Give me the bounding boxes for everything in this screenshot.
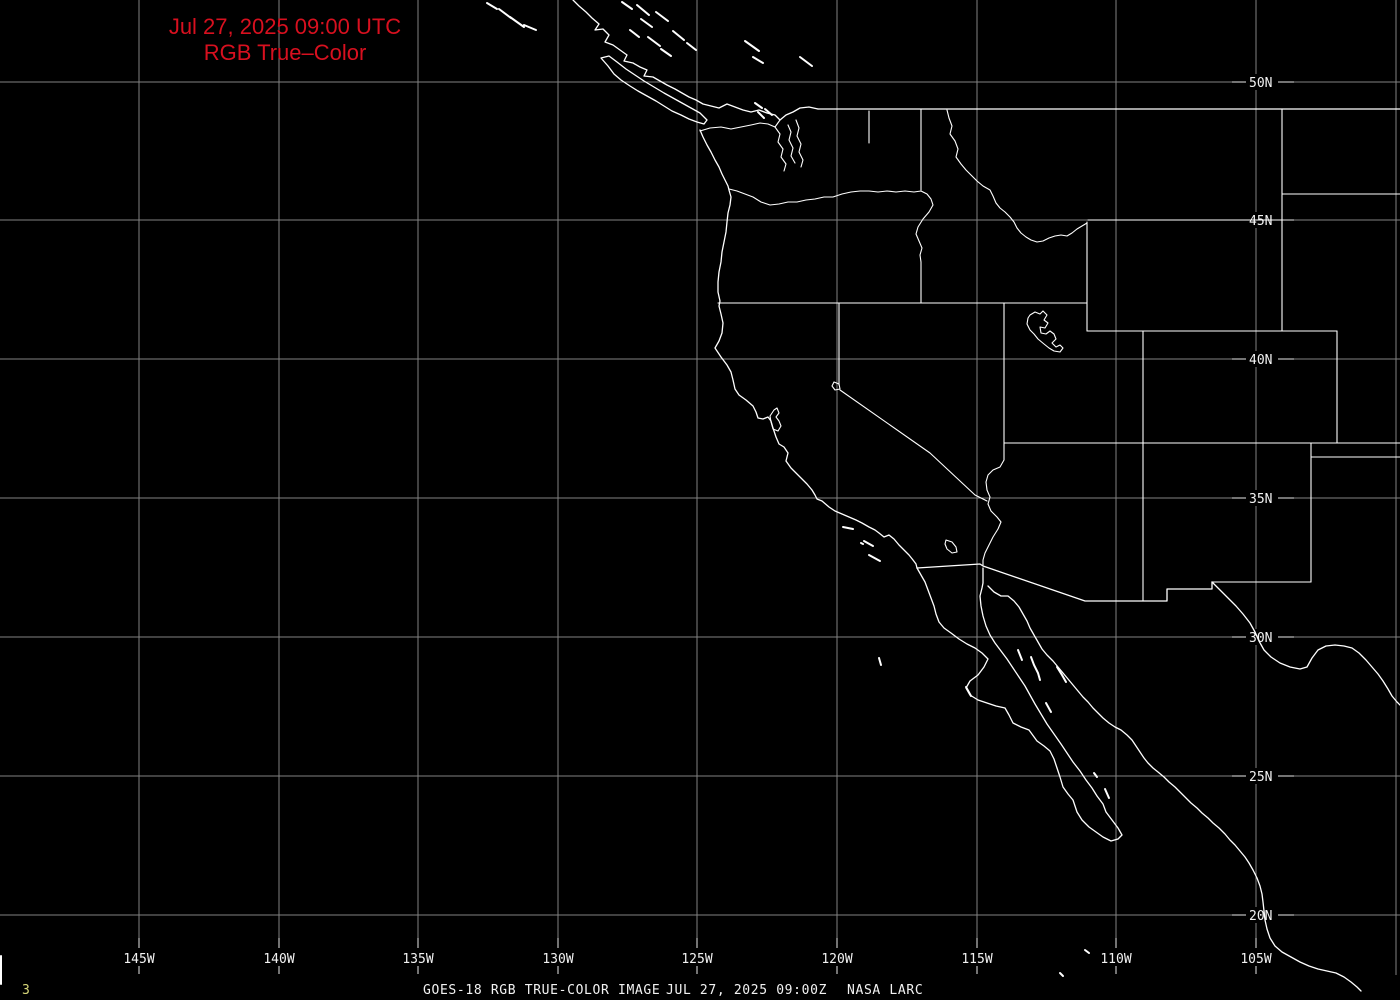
california-channel-islands — [842, 526, 882, 666]
rio-grande-border — [1211, 581, 1400, 706]
salton-sea — [944, 539, 958, 554]
title-product: RGB True–Color — [203, 40, 367, 65]
lat-label: 40N — [1249, 353, 1272, 368]
frame-number: 3 — [22, 983, 30, 998]
lat-label: 20N — [1249, 909, 1272, 924]
gulf-of-california-islands — [965, 649, 1110, 977]
lon-label: 130W — [542, 952, 573, 967]
lon-label: 110W — [1100, 952, 1131, 967]
lon-label: 125W — [681, 952, 712, 967]
caption-timestamp: JUL 27, 2025 09:00Z — [666, 983, 828, 998]
caption-credit: NASA LARC — [847, 983, 924, 998]
nv-ut-colorado-river-border — [982, 302, 1005, 566]
lake-tahoe — [831, 381, 841, 391]
lon-label: 120W — [821, 952, 852, 967]
lon-label: 115W — [961, 952, 992, 967]
lat-label: 50N — [1249, 76, 1272, 91]
lat-label: 30N — [1249, 631, 1272, 646]
lat-label: 45N — [1249, 214, 1272, 229]
lat-label: 35N — [1249, 492, 1272, 507]
coastline-pacific-us — [699, 129, 918, 569]
latlon-grid — [0, 0, 1400, 975]
puget-sound-arm-1 — [774, 126, 787, 172]
coastline-baja-california — [916, 567, 1123, 842]
coastline-bc-mainland — [572, 0, 819, 121]
caption-row: GOES-18 RGB TRUE-COLOR IMAGE JUL 27, 202… — [0, 983, 1400, 999]
lon-label: 145W — [123, 952, 154, 967]
title-datetime: Jul 27, 2025 09:00 UTC — [168, 14, 402, 39]
us-mexico-border-west — [916, 563, 1213, 602]
coastline-mexico-mainland — [987, 585, 1362, 992]
lat-label: 25N — [1249, 770, 1272, 785]
latlon-grid-labels: 145W 140W 135W 130W 125W 120W 115W 110W 105W 50N 4… — [123, 74, 1294, 967]
caption-product: GOES-18 RGB TRUE-COLOR IMAGE — [423, 983, 661, 998]
san-francisco-bay — [769, 407, 782, 432]
ca-nv-border — [838, 302, 988, 502]
bc-islands — [486, 1, 813, 119]
puget-sound-arm-2 — [787, 124, 796, 164]
puget-sound-east-shore — [795, 119, 804, 168]
great-salt-lake — [1026, 310, 1064, 353]
lon-label: 135W — [402, 952, 433, 967]
image-title: Jul 27, 2025 09:00 UTC RGB True–Color — [150, 14, 420, 66]
strait-juan-de-fuca-shore — [699, 119, 781, 132]
vancouver-island — [600, 55, 708, 125]
id-mt-border — [946, 109, 1088, 243]
lon-label: 140W — [263, 952, 294, 967]
columbia-snake-river-border — [728, 188, 934, 304]
lon-label: 105W — [1240, 952, 1271, 967]
